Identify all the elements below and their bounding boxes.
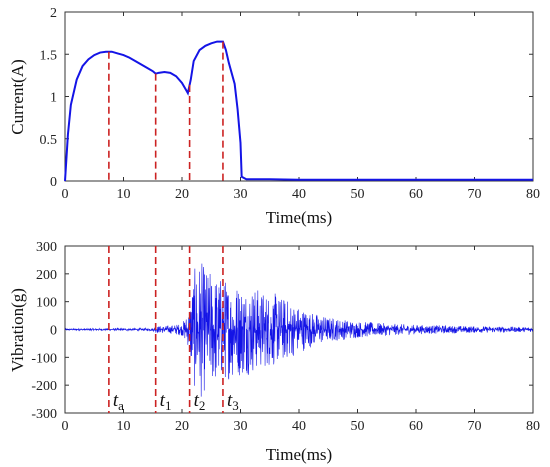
- current-x-tick-label: 40: [292, 187, 306, 202]
- vibration-y-tick-label: -100: [31, 351, 57, 366]
- current-x-axis-label: Time(ms): [266, 208, 332, 227]
- vibration-x-tick-label: 20: [175, 419, 189, 434]
- current-x-tick-label: 20: [175, 187, 189, 202]
- vibration-chart: 300 200 100 0 -100 -200 -300 0 10 20 30 40 50 60 70 80…: [8, 240, 540, 464]
- marker-label-t-3: t3: [227, 390, 239, 413]
- vibration-x-tick-label: 50: [351, 419, 365, 434]
- vibration-marker-labels: ta t1 t2 t3: [113, 390, 239, 413]
- current-x-tick-label: 0: [62, 187, 69, 202]
- current-y-ticks: 0 0.5 1 1.5 2: [40, 6, 533, 190]
- vibration-y-tick-label: -200: [31, 379, 57, 394]
- vibration-x-tick-label: 60: [409, 419, 423, 434]
- vibration-y-tick-label: 200: [36, 268, 57, 283]
- marker-label-t-2: t2: [194, 390, 206, 413]
- vibration-y-tick-label: 0: [50, 324, 57, 339]
- current-y-tick-label: 1: [50, 91, 57, 106]
- current-y-axis-label: Current(A): [8, 59, 27, 135]
- marker-label-t-a: ta: [113, 390, 124, 413]
- current-y-tick-label: 1.5: [40, 48, 58, 63]
- current-x-tick-label: 60: [409, 187, 423, 202]
- vibration-x-tick-label: 40: [292, 419, 306, 434]
- current-y-tick-label: 2: [50, 6, 57, 21]
- vibration-y-tick-label: 300: [36, 240, 57, 255]
- current-x-ticks: 0 10 20 30 40 50 60 70 80: [62, 12, 540, 202]
- current-marker-lines: [108, 41, 224, 181]
- vibration-y-tick-label: -300: [31, 407, 57, 422]
- vibration-marker-lines: [108, 246, 224, 413]
- current-x-tick-label: 30: [234, 187, 248, 202]
- marker-label-t-1: t1: [160, 390, 172, 413]
- current-y-tick-label: 0.5: [40, 133, 58, 148]
- current-x-tick-label: 70: [468, 187, 482, 202]
- vibration-x-ticks: 0 10 20 30 40 50 60 70 80: [62, 246, 540, 434]
- current-plot-frame: [64, 11, 534, 182]
- current-y-tick-label: 0: [50, 175, 57, 190]
- current-x-tick-label: 10: [117, 187, 131, 202]
- vibration-y-tick-label: 100: [36, 296, 57, 311]
- vibration-x-tick-label: 30: [234, 419, 248, 434]
- vibration-x-axis-label: Time(ms): [266, 445, 332, 464]
- vibration-y-ticks: 300 200 100 0 -100 -200 -300: [31, 240, 533, 422]
- vibration-series-line: [64, 263, 534, 397]
- vibration-x-tick-label: 70: [468, 419, 482, 434]
- current-chart: 0 0.5 1 1.5 2 0 10 20 30 40 50 60 70 80 Time(ms) Cur…: [8, 6, 540, 227]
- current-x-tick-label: 80: [526, 187, 540, 202]
- current-x-tick-label: 50: [351, 187, 365, 202]
- vibration-x-tick-label: 10: [117, 419, 131, 434]
- vibration-x-tick-label: 0: [62, 419, 69, 434]
- vibration-y-axis-label: Vibration(g): [8, 288, 27, 372]
- vibration-x-tick-label: 80: [526, 419, 540, 434]
- current-series-line: [64, 40, 533, 182]
